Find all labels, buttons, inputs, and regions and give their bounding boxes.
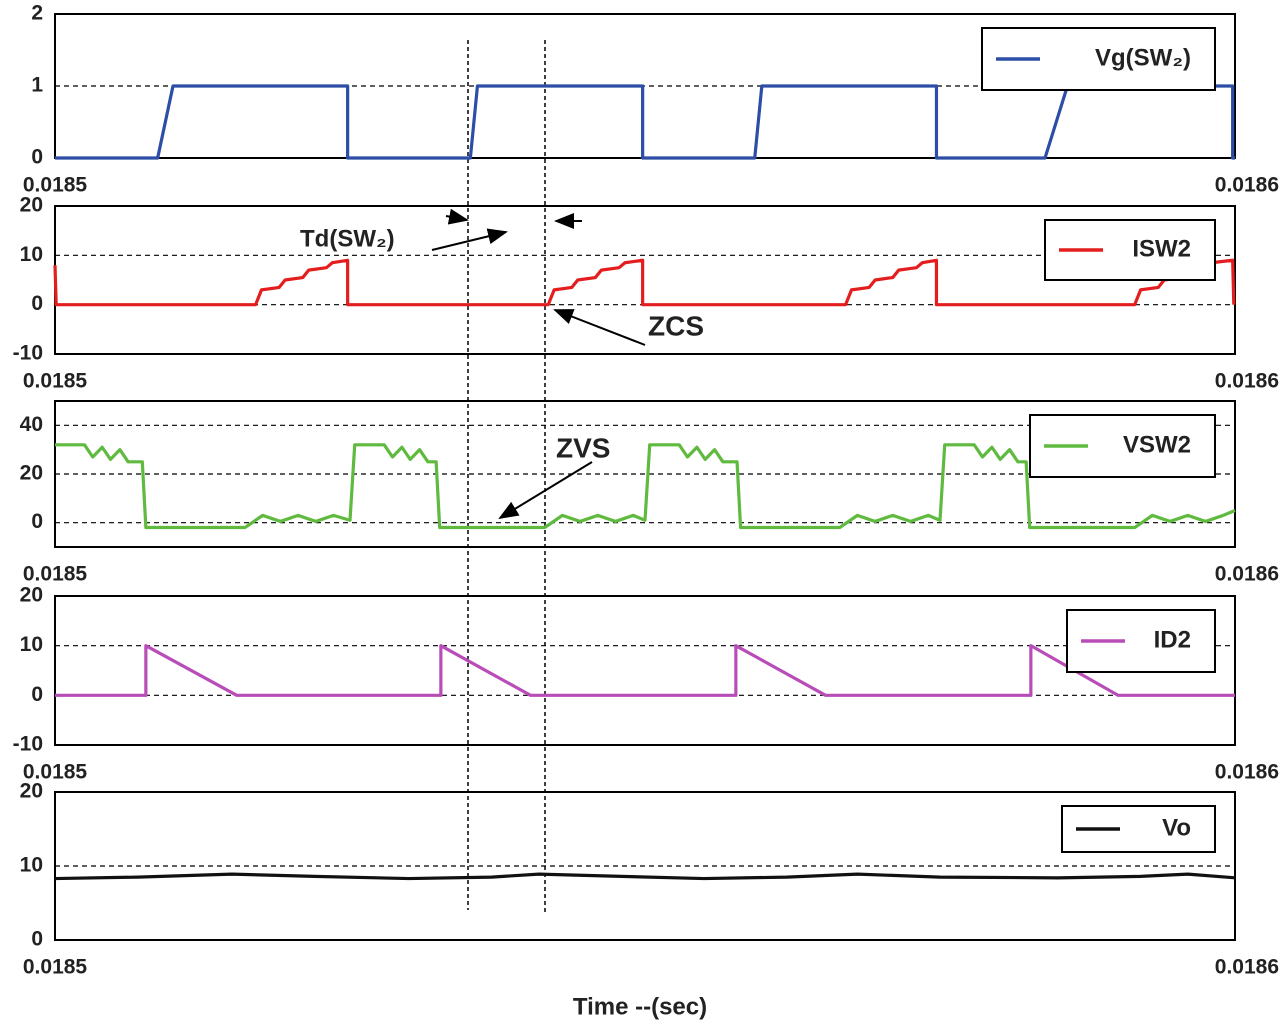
y-tick-label: 20 (20, 194, 43, 217)
series-line (54, 872, 1236, 881)
legend-label: Vo (1162, 814, 1191, 841)
y-tick-label: -10 (13, 342, 43, 365)
plot-frame (54, 595, 1236, 746)
x-tick-label: 0.0185 (23, 956, 88, 979)
x-tick-label: 0.0186 (1215, 563, 1279, 586)
arrow (553, 309, 646, 346)
y-tick-label: 20 (20, 584, 43, 607)
series-line (55, 644, 1235, 697)
y-tick-label: 0 (31, 146, 43, 169)
arrow (445, 208, 469, 225)
y-tick-label: 10 (20, 854, 43, 877)
x-tick-label: 0.0185 (23, 563, 88, 586)
legend-label: ISW2 (1132, 235, 1191, 262)
y-tick-label: 0 (31, 292, 43, 315)
x-tick-label: 0.0186 (1215, 174, 1279, 197)
y-tick-label: 0 (31, 683, 43, 706)
legend-label: VSW2 (1123, 431, 1191, 458)
y-tick-label: -10 (13, 733, 43, 756)
x-tick-label: 0.0186 (1215, 761, 1279, 784)
y-tick-label: 0 (31, 510, 43, 533)
x-tick-label: 0.0186 (1215, 956, 1279, 979)
series-line (53, 258, 1236, 307)
y-tick-label: 40 (20, 413, 43, 436)
y-tick-label: 10 (20, 633, 43, 656)
y-tick-label: 1 (31, 74, 43, 97)
y-tick-label: 0 (31, 928, 43, 951)
annotation: ZVS (556, 432, 610, 463)
x-tick-label: 0.0185 (23, 370, 88, 393)
y-tick-label: 2 (31, 2, 43, 25)
y-tick-label: 20 (20, 780, 43, 803)
legend-label: Vg(SW₂) (1095, 44, 1191, 71)
legend-label: ID2 (1154, 626, 1191, 653)
annotation: ZCS (648, 310, 704, 341)
y-tick-label: 10 (20, 243, 43, 266)
annotation: Td(SW₂) (300, 225, 395, 252)
arrow (498, 461, 593, 520)
x-tick-label: 0.0185 (23, 174, 88, 197)
x-tick-label: 0.0185 (23, 761, 88, 784)
y-tick-label: 20 (20, 462, 43, 485)
x-axis-label: Time --(sec) (573, 993, 707, 1020)
series-line (55, 443, 1236, 530)
arrow (431, 228, 508, 251)
x-tick-label: 0.0186 (1215, 370, 1279, 393)
